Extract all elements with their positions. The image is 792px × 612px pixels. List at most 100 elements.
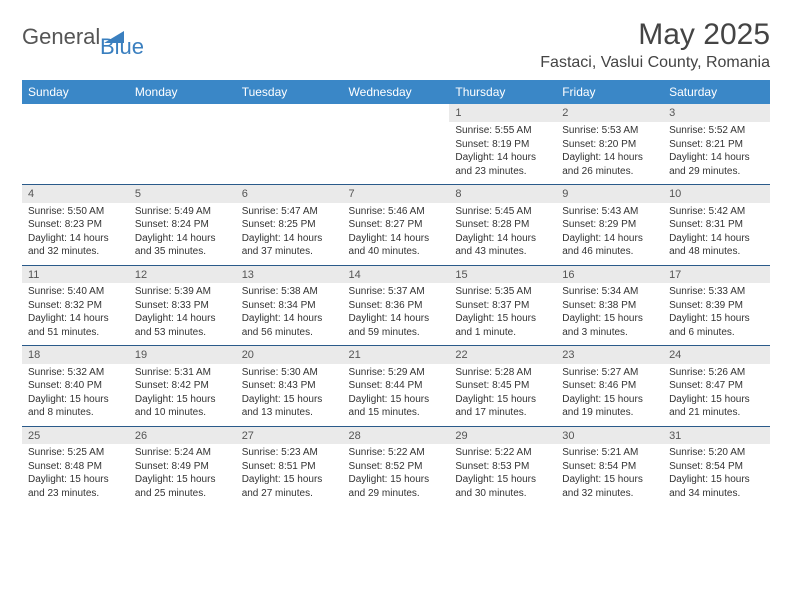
sunrise-line: Sunrise: 5:42 AM bbox=[669, 205, 764, 219]
sunrise-line: Sunrise: 5:31 AM bbox=[135, 366, 230, 380]
day-data-cell: Sunrise: 5:40 AMSunset: 8:32 PMDaylight:… bbox=[22, 283, 129, 346]
day-data-cell: Sunrise: 5:45 AMSunset: 8:28 PMDaylight:… bbox=[449, 203, 556, 266]
sunrise-line: Sunrise: 5:43 AM bbox=[562, 205, 657, 219]
day-number-cell: 21 bbox=[343, 346, 450, 364]
day-number-cell: 23 bbox=[556, 346, 663, 364]
daylight-line: Daylight: 15 hours and 21 minutes. bbox=[669, 393, 764, 420]
day-number-cell: 7 bbox=[343, 185, 450, 203]
daylight-line: Daylight: 14 hours and 53 minutes. bbox=[135, 312, 230, 339]
sunrise-line: Sunrise: 5:52 AM bbox=[669, 124, 764, 138]
day-data-cell: Sunrise: 5:38 AMSunset: 8:34 PMDaylight:… bbox=[236, 283, 343, 346]
sunset-line: Sunset: 8:23 PM bbox=[28, 218, 123, 232]
day-data-row: Sunrise: 5:55 AMSunset: 8:19 PMDaylight:… bbox=[22, 122, 770, 185]
daylight-line: Daylight: 15 hours and 10 minutes. bbox=[135, 393, 230, 420]
sunrise-line: Sunrise: 5:50 AM bbox=[28, 205, 123, 219]
day-number-cell: 3 bbox=[663, 104, 770, 122]
day-of-week-row: Sunday Monday Tuesday Wednesday Thursday… bbox=[22, 80, 770, 104]
day-number-cell: 13 bbox=[236, 265, 343, 283]
sunset-line: Sunset: 8:36 PM bbox=[349, 299, 444, 313]
sunset-line: Sunset: 8:47 PM bbox=[669, 379, 764, 393]
daylight-line: Daylight: 14 hours and 40 minutes. bbox=[349, 232, 444, 259]
calendar-body: 123Sunrise: 5:55 AMSunset: 8:19 PMDaylig… bbox=[22, 104, 770, 506]
sunset-line: Sunset: 8:29 PM bbox=[562, 218, 657, 232]
day-number-cell: 4 bbox=[22, 185, 129, 203]
sunrise-line: Sunrise: 5:45 AM bbox=[455, 205, 550, 219]
day-data-cell: Sunrise: 5:22 AMSunset: 8:52 PMDaylight:… bbox=[343, 444, 450, 506]
daylight-line: Daylight: 15 hours and 13 minutes. bbox=[242, 393, 337, 420]
sunrise-line: Sunrise: 5:30 AM bbox=[242, 366, 337, 380]
daylight-line: Daylight: 15 hours and 25 minutes. bbox=[135, 473, 230, 500]
day-number-cell: 6 bbox=[236, 185, 343, 203]
sunset-line: Sunset: 8:21 PM bbox=[669, 138, 764, 152]
sunrise-line: Sunrise: 5:49 AM bbox=[135, 205, 230, 219]
daylight-line: Daylight: 14 hours and 32 minutes. bbox=[28, 232, 123, 259]
sunrise-line: Sunrise: 5:25 AM bbox=[28, 446, 123, 460]
daylight-line: Daylight: 14 hours and 26 minutes. bbox=[562, 151, 657, 178]
dow-wednesday: Wednesday bbox=[343, 80, 450, 104]
day-number-row: 123 bbox=[22, 104, 770, 122]
day-number-cell: 10 bbox=[663, 185, 770, 203]
day-data-cell: Sunrise: 5:52 AMSunset: 8:21 PMDaylight:… bbox=[663, 122, 770, 185]
sunrise-line: Sunrise: 5:20 AM bbox=[669, 446, 764, 460]
daylight-line: Daylight: 15 hours and 34 minutes. bbox=[669, 473, 764, 500]
sunset-line: Sunset: 8:28 PM bbox=[455, 218, 550, 232]
sunset-line: Sunset: 8:48 PM bbox=[28, 460, 123, 474]
sunset-line: Sunset: 8:34 PM bbox=[242, 299, 337, 313]
sunrise-line: Sunrise: 5:35 AM bbox=[455, 285, 550, 299]
sunrise-line: Sunrise: 5:39 AM bbox=[135, 285, 230, 299]
sunrise-line: Sunrise: 5:33 AM bbox=[669, 285, 764, 299]
day-data-cell: Sunrise: 5:22 AMSunset: 8:53 PMDaylight:… bbox=[449, 444, 556, 506]
sunset-line: Sunset: 8:42 PM bbox=[135, 379, 230, 393]
day-number-row: 11121314151617 bbox=[22, 265, 770, 283]
sunset-line: Sunset: 8:20 PM bbox=[562, 138, 657, 152]
daylight-line: Daylight: 15 hours and 1 minute. bbox=[455, 312, 550, 339]
sunset-line: Sunset: 8:38 PM bbox=[562, 299, 657, 313]
dow-sunday: Sunday bbox=[22, 80, 129, 104]
daylight-line: Daylight: 15 hours and 17 minutes. bbox=[455, 393, 550, 420]
day-number-cell: 25 bbox=[22, 426, 129, 444]
day-number-cell: 14 bbox=[343, 265, 450, 283]
sunrise-line: Sunrise: 5:26 AM bbox=[669, 366, 764, 380]
day-number-cell bbox=[343, 104, 450, 122]
day-data-cell bbox=[343, 122, 450, 185]
day-data-cell: Sunrise: 5:35 AMSunset: 8:37 PMDaylight:… bbox=[449, 283, 556, 346]
sunset-line: Sunset: 8:37 PM bbox=[455, 299, 550, 313]
day-data-cell: Sunrise: 5:50 AMSunset: 8:23 PMDaylight:… bbox=[22, 203, 129, 266]
day-number-cell: 31 bbox=[663, 426, 770, 444]
sunrise-line: Sunrise: 5:22 AM bbox=[349, 446, 444, 460]
sunrise-line: Sunrise: 5:46 AM bbox=[349, 205, 444, 219]
day-data-row: Sunrise: 5:25 AMSunset: 8:48 PM Daylight:… bbox=[22, 444, 770, 506]
day-data-row: Sunrise: 5:50 AMSunset: 8:23 PMDaylight:… bbox=[22, 203, 770, 266]
day-data-cell bbox=[22, 122, 129, 185]
sunset-line: Sunset: 8:32 PM bbox=[28, 299, 123, 313]
daylight-line: Daylight: 15 hours and 6 minutes. bbox=[669, 312, 764, 339]
day-data-cell: Sunrise: 5:55 AMSunset: 8:19 PMDaylight:… bbox=[449, 122, 556, 185]
day-number-cell: 27 bbox=[236, 426, 343, 444]
day-number-cell bbox=[129, 104, 236, 122]
daylight-line: Daylight: 14 hours and 48 minutes. bbox=[669, 232, 764, 259]
sunrise-line: Sunrise: 5:24 AM bbox=[135, 446, 230, 460]
daylight-line: Daylight: 14 hours and 35 minutes. bbox=[135, 232, 230, 259]
day-number-row: 18192021222324 bbox=[22, 346, 770, 364]
sunrise-line: Sunrise: 5:23 AM bbox=[242, 446, 337, 460]
dow-monday: Monday bbox=[129, 80, 236, 104]
day-number-row: 25262728293031 bbox=[22, 426, 770, 444]
day-number-cell: 18 bbox=[22, 346, 129, 364]
dow-thursday: Thursday bbox=[449, 80, 556, 104]
sunset-line: Sunset: 8:19 PM bbox=[455, 138, 550, 152]
day-data-cell: Sunrise: 5:23 AMSunset: 8:51 PMDaylight:… bbox=[236, 444, 343, 506]
sunset-line: Sunset: 8:51 PM bbox=[242, 460, 337, 474]
day-data-cell: Sunrise: 5:34 AMSunset: 8:38 PMDaylight:… bbox=[556, 283, 663, 346]
day-data-cell: Sunrise: 5:26 AMSunset: 8:47 PMDaylight:… bbox=[663, 364, 770, 427]
sunrise-line: Sunrise: 5:32 AM bbox=[28, 366, 123, 380]
sunset-line: Sunset: 8:25 PM bbox=[242, 218, 337, 232]
dow-saturday: Saturday bbox=[663, 80, 770, 104]
day-data-cell: Sunrise: 5:49 AMSunset: 8:24 PMDaylight:… bbox=[129, 203, 236, 266]
logo-text-general: General bbox=[22, 24, 100, 50]
sunrise-line: Sunrise: 5:37 AM bbox=[349, 285, 444, 299]
sunset-line: Sunset: 8:39 PM bbox=[669, 299, 764, 313]
daylight-line: Daylight: 14 hours and 56 minutes. bbox=[242, 312, 337, 339]
day-number-cell: 5 bbox=[129, 185, 236, 203]
day-data-cell: Sunrise: 5:47 AMSunset: 8:25 PMDaylight:… bbox=[236, 203, 343, 266]
sunset-line: Sunset: 8:24 PM bbox=[135, 218, 230, 232]
